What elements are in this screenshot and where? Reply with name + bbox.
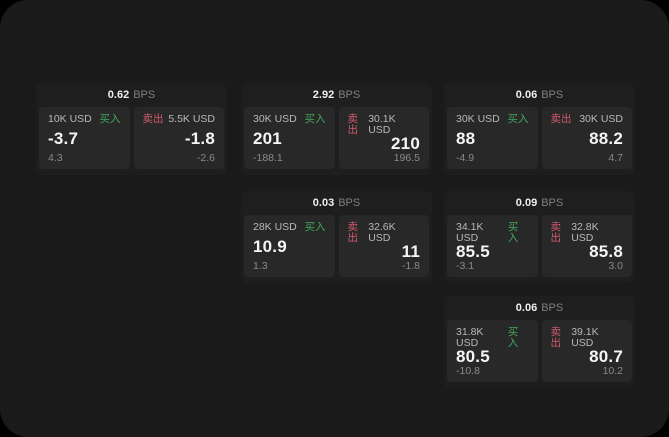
buy-amount: 30K USD bbox=[253, 113, 297, 125]
quote-card: 2.92 BPS 30K USD 买入 201 -188.1 卖出 30.1K … bbox=[241, 83, 432, 175]
sell-price: 210 bbox=[391, 134, 420, 154]
bps-header: 0.06 BPS bbox=[444, 296, 635, 320]
buy-delta: -10.8 bbox=[456, 364, 480, 377]
sell-amount: 30.1K USD bbox=[368, 113, 396, 136]
buy-tag: 买入 bbox=[507, 113, 529, 125]
sell-panel[interactable]: 卖出 30.1K USD 210 196.5 bbox=[338, 107, 429, 169]
buy-price: 201 bbox=[253, 129, 282, 148]
bps-header: 0.06 BPS bbox=[444, 83, 635, 107]
sell-panel[interactable]: 卖出 39.1K USD 80.7 10.2 bbox=[541, 320, 632, 382]
bps-value: 0.09 bbox=[515, 197, 538, 209]
bps-value: 0.03 bbox=[312, 197, 335, 209]
bps-header: 0.03 BPS bbox=[241, 191, 432, 215]
buy-tag: 买入 bbox=[304, 113, 326, 125]
buy-amount: 31.8K USD bbox=[456, 326, 484, 349]
sell-delta: 10.2 bbox=[602, 364, 623, 377]
bps-value: 0.06 bbox=[515, 302, 538, 314]
buy-panel[interactable]: 34.1K USD 买入 85.5 -3.1 bbox=[447, 215, 538, 277]
sell-price: 11 bbox=[401, 242, 420, 262]
buy-delta: -3.1 bbox=[456, 259, 475, 272]
bps-header: 2.92 BPS bbox=[241, 83, 432, 107]
sell-price: 80.7 bbox=[589, 347, 623, 367]
buy-amount: 34.1K USD bbox=[456, 221, 484, 244]
buy-price: 10.9 bbox=[253, 237, 287, 256]
sell-amount: 30K USD bbox=[579, 113, 623, 125]
quote-card: 0.62 BPS 10K USD 买入 -3.7 4.3 卖出 5.5K USD… bbox=[36, 83, 227, 175]
buy-panel[interactable]: 31.8K USD 买入 80.5 -10.8 bbox=[447, 320, 538, 382]
sell-panel[interactable]: 卖出 32.6K USD 11 -1.8 bbox=[338, 215, 429, 277]
sell-delta: 3.0 bbox=[608, 259, 623, 272]
sell-delta: -1.8 bbox=[401, 259, 420, 272]
buy-price: 88 bbox=[456, 129, 476, 148]
sell-amount: 39.1K USD bbox=[571, 326, 599, 349]
buy-delta: -188.1 bbox=[253, 151, 283, 164]
sell-amount: 32.8K USD bbox=[571, 221, 599, 244]
buy-price: 85.5 bbox=[456, 242, 490, 262]
buy-tag: 买入 bbox=[507, 326, 519, 349]
sell-panel[interactable]: 卖出 32.8K USD 85.8 3.0 bbox=[541, 215, 632, 277]
sell-price: 85.8 bbox=[589, 242, 623, 262]
sell-tag: 卖出 bbox=[142, 113, 164, 125]
bps-value: 2.92 bbox=[312, 89, 335, 101]
bps-unit-label: BPS bbox=[133, 89, 156, 101]
sell-panel[interactable]: 卖出 30K USD 88.2 4.7 bbox=[541, 107, 632, 169]
bps-value: 0.06 bbox=[515, 89, 538, 101]
bps-header: 0.62 BPS bbox=[36, 83, 227, 107]
sell-delta: 196.5 bbox=[393, 151, 420, 164]
sell-tag: 卖出 bbox=[550, 326, 562, 349]
sell-price: 88.2 bbox=[589, 129, 623, 148]
buy-panel[interactable]: 30K USD 买入 201 -188.1 bbox=[244, 107, 335, 169]
buy-amount: 30K USD bbox=[456, 113, 500, 125]
buy-panel[interactable]: 30K USD 买入 88 -4.9 bbox=[447, 107, 538, 169]
sell-amount: 32.6K USD bbox=[368, 221, 396, 244]
sell-tag: 卖出 bbox=[550, 221, 562, 244]
bps-unit-label: BPS bbox=[541, 197, 564, 209]
bps-unit-label: BPS bbox=[541, 302, 564, 314]
sell-delta: 4.7 bbox=[608, 151, 623, 164]
sell-price: -1.8 bbox=[184, 129, 215, 148]
bps-unit-label: BPS bbox=[338, 89, 361, 101]
sell-delta: -2.6 bbox=[196, 151, 215, 164]
sell-tag: 卖出 bbox=[550, 113, 572, 125]
buy-delta: 1.3 bbox=[253, 259, 268, 272]
quote-card: 0.03 BPS 28K USD 买入 10.9 1.3 卖出 32.6K US… bbox=[241, 191, 432, 283]
bps-value: 0.62 bbox=[107, 89, 130, 101]
buy-delta: 4.3 bbox=[48, 151, 63, 164]
buy-price: -3.7 bbox=[48, 129, 79, 148]
quote-card: 0.06 BPS 31.8K USD 买入 80.5 -10.8 卖出 39.1… bbox=[444, 296, 635, 388]
sell-tag: 卖出 bbox=[347, 221, 359, 244]
buy-price: 80.5 bbox=[456, 347, 490, 367]
sell-amount: 5.5K USD bbox=[168, 113, 215, 125]
buy-panel[interactable]: 10K USD 买入 -3.7 4.3 bbox=[39, 107, 130, 169]
bps-unit-label: BPS bbox=[338, 197, 361, 209]
buy-tag: 买入 bbox=[304, 221, 326, 233]
quote-card: 0.09 BPS 34.1K USD 买入 85.5 -3.1 卖出 32.8K… bbox=[444, 191, 635, 283]
buy-delta: -4.9 bbox=[456, 151, 475, 164]
sell-panel[interactable]: 卖出 5.5K USD -1.8 -2.6 bbox=[133, 107, 224, 169]
buy-tag: 买入 bbox=[99, 113, 121, 125]
quote-card: 0.06 BPS 30K USD 买入 88 -4.9 卖出 30K USD 8… bbox=[444, 83, 635, 175]
buy-panel[interactable]: 28K USD 买入 10.9 1.3 bbox=[244, 215, 335, 277]
sell-tag: 卖出 bbox=[347, 113, 359, 136]
bps-unit-label: BPS bbox=[541, 89, 564, 101]
buy-amount: 28K USD bbox=[253, 221, 297, 233]
buy-tag: 买入 bbox=[507, 221, 519, 244]
buy-amount: 10K USD bbox=[48, 113, 92, 125]
bps-header: 0.09 BPS bbox=[444, 191, 635, 215]
